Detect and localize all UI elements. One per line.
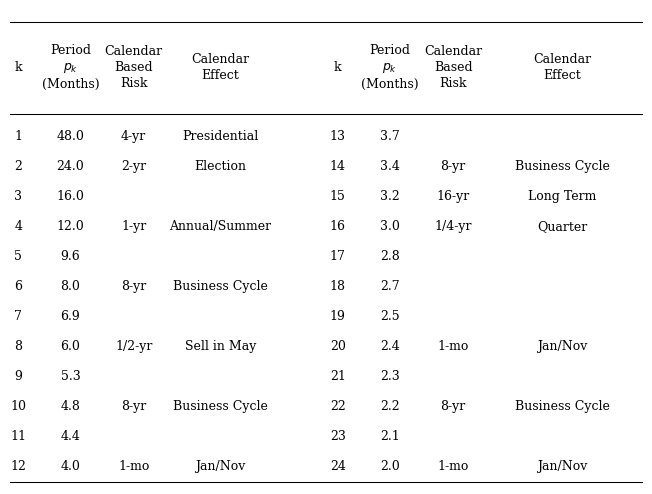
Text: Calendar
Based
Risk: Calendar Based Risk <box>104 45 163 90</box>
Text: Period
$p_k$
(Months): Period $p_k$ (Months) <box>361 44 419 91</box>
Text: 11: 11 <box>10 430 26 443</box>
Text: 1/4-yr: 1/4-yr <box>434 220 472 233</box>
Text: 14: 14 <box>330 160 346 172</box>
Text: 23: 23 <box>330 430 346 443</box>
Text: Period
$p_k$
(Months): Period $p_k$ (Months) <box>42 44 99 91</box>
Text: 16: 16 <box>330 220 346 233</box>
Text: 6: 6 <box>14 280 22 293</box>
Text: Business Cycle: Business Cycle <box>514 160 610 172</box>
Text: 24.0: 24.0 <box>57 160 84 172</box>
Text: 15: 15 <box>330 190 346 203</box>
Text: 2.0: 2.0 <box>380 460 400 473</box>
Text: Long Term: Long Term <box>528 190 596 203</box>
Text: Annual/Summer: Annual/Summer <box>170 220 271 233</box>
Text: 1-mo: 1-mo <box>118 460 149 473</box>
Text: 16-yr: 16-yr <box>437 190 469 203</box>
Text: Business Cycle: Business Cycle <box>514 400 610 413</box>
Text: 21: 21 <box>330 370 346 383</box>
Text: 4.4: 4.4 <box>61 430 80 443</box>
Text: 2.4: 2.4 <box>380 340 400 353</box>
Text: 19: 19 <box>330 310 346 323</box>
Text: 48.0: 48.0 <box>57 129 84 143</box>
Text: 22: 22 <box>330 400 346 413</box>
Text: Sell in May: Sell in May <box>185 340 256 353</box>
Text: 12: 12 <box>10 460 26 473</box>
Text: 17: 17 <box>330 250 346 263</box>
Text: 13: 13 <box>330 129 346 143</box>
Text: 9: 9 <box>14 370 22 383</box>
Text: 8-yr: 8-yr <box>441 400 466 413</box>
Text: Jan/Nov: Jan/Nov <box>537 460 587 473</box>
Text: 1-yr: 1-yr <box>121 220 146 233</box>
Text: Quarter: Quarter <box>537 220 587 233</box>
Text: 4.8: 4.8 <box>61 400 80 413</box>
Text: 2-yr: 2-yr <box>121 160 146 172</box>
Text: 3.2: 3.2 <box>380 190 400 203</box>
Text: Election: Election <box>194 160 246 172</box>
Text: Calendar
Effect: Calendar Effect <box>533 53 591 82</box>
Text: 5.3: 5.3 <box>61 370 80 383</box>
Text: Jan/Nov: Jan/Nov <box>195 460 246 473</box>
Text: 7: 7 <box>14 310 22 323</box>
Text: 1: 1 <box>14 129 22 143</box>
Text: 2.1: 2.1 <box>380 430 400 443</box>
Text: 8-yr: 8-yr <box>441 160 466 172</box>
Text: k: k <box>334 61 342 75</box>
Text: Jan/Nov: Jan/Nov <box>537 340 587 353</box>
Text: 2.3: 2.3 <box>380 370 400 383</box>
Text: 3.0: 3.0 <box>380 220 400 233</box>
Text: 6.0: 6.0 <box>61 340 80 353</box>
Text: 3.4: 3.4 <box>380 160 400 172</box>
Text: k: k <box>14 61 22 75</box>
Text: 8-yr: 8-yr <box>121 280 146 293</box>
Text: 2.5: 2.5 <box>380 310 400 323</box>
Text: 1-mo: 1-mo <box>437 460 469 473</box>
Text: 5: 5 <box>14 250 22 263</box>
Text: 8.0: 8.0 <box>61 280 80 293</box>
Text: Calendar
Based
Risk: Calendar Based Risk <box>424 45 482 90</box>
Text: 10: 10 <box>10 400 26 413</box>
Text: 2: 2 <box>14 160 22 172</box>
Text: 16.0: 16.0 <box>57 190 84 203</box>
Text: Business Cycle: Business Cycle <box>173 400 268 413</box>
Text: Calendar
Effect: Calendar Effect <box>191 53 250 82</box>
Text: 20: 20 <box>330 340 346 353</box>
Text: 2.2: 2.2 <box>380 400 400 413</box>
Text: 18: 18 <box>330 280 346 293</box>
Text: Presidential: Presidential <box>183 129 258 143</box>
Text: 2.7: 2.7 <box>380 280 400 293</box>
Text: 12.0: 12.0 <box>57 220 84 233</box>
Text: 8-yr: 8-yr <box>121 400 146 413</box>
Text: 3.7: 3.7 <box>380 129 400 143</box>
Text: 24: 24 <box>330 460 346 473</box>
Text: 4.0: 4.0 <box>61 460 80 473</box>
Text: 6.9: 6.9 <box>61 310 80 323</box>
Text: 4-yr: 4-yr <box>121 129 146 143</box>
Text: 3: 3 <box>14 190 22 203</box>
Text: Business Cycle: Business Cycle <box>173 280 268 293</box>
Text: 1-mo: 1-mo <box>437 340 469 353</box>
Text: 4: 4 <box>14 220 22 233</box>
Text: 9.6: 9.6 <box>61 250 80 263</box>
Text: 1/2-yr: 1/2-yr <box>115 340 153 353</box>
Text: 2.8: 2.8 <box>380 250 400 263</box>
Text: 8: 8 <box>14 340 22 353</box>
